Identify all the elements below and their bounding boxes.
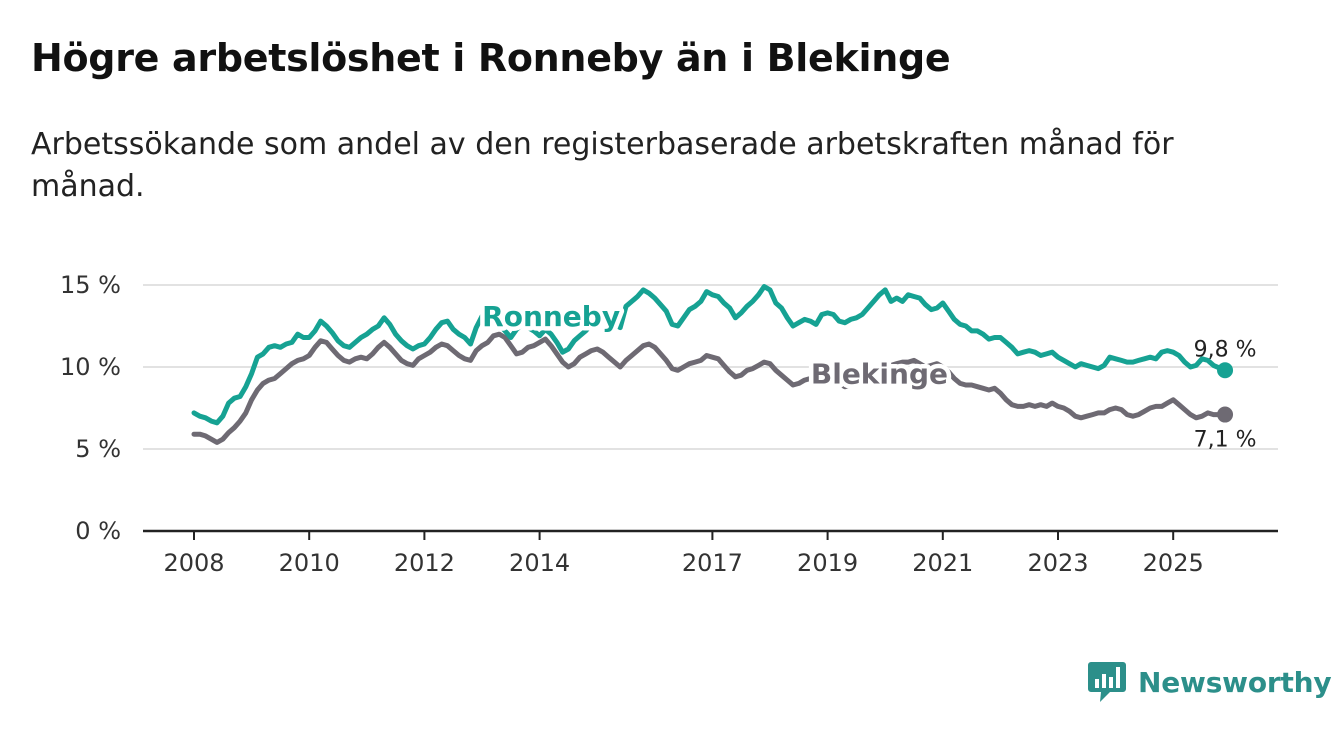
brand-logo: Newsworthy — [1088, 660, 1332, 704]
series-line-ronneby — [191, 284, 1228, 426]
x-tick-label: 2023 — [1027, 549, 1088, 577]
x-tick-label: 2008 — [163, 549, 224, 577]
x-tick-label: 2014 — [509, 549, 570, 577]
y-tick-label: 15 % — [60, 271, 121, 299]
series-end-label: 9,8 % — [1194, 337, 1257, 362]
brand-name: Newsworthy — [1138, 665, 1332, 699]
y-tick-label: 0 % — [75, 517, 121, 545]
x-tick-label: 2021 — [912, 549, 973, 577]
series-end-point-ronneby — [1217, 362, 1234, 379]
newsworthy-logo-icon — [1088, 662, 1126, 702]
y-tick-label: 5 % — [75, 435, 121, 463]
y-tick-label: 10 % — [60, 353, 121, 381]
x-tick-label: 2012 — [394, 549, 455, 577]
x-tick-label: 2010 — [279, 549, 340, 577]
x-tick-label: 2025 — [1143, 549, 1204, 577]
x-tick-label: 2019 — [797, 549, 858, 577]
chart-title: Högre arbetslöshet i Ronneby än i Blekin… — [31, 36, 951, 80]
chart-subtitle: Arbetssökande som andel av den registerb… — [31, 127, 1174, 204]
series-end-label: 7,1 % — [1194, 428, 1257, 453]
series-end-point-blekinge — [1217, 406, 1234, 423]
series-line-blekinge — [191, 331, 1228, 445]
series-label-blekinge: Blekinge — [811, 358, 948, 391]
x-tick-label: 2017 — [682, 549, 743, 577]
series-label-ronneby: Ronneby — [482, 300, 620, 333]
